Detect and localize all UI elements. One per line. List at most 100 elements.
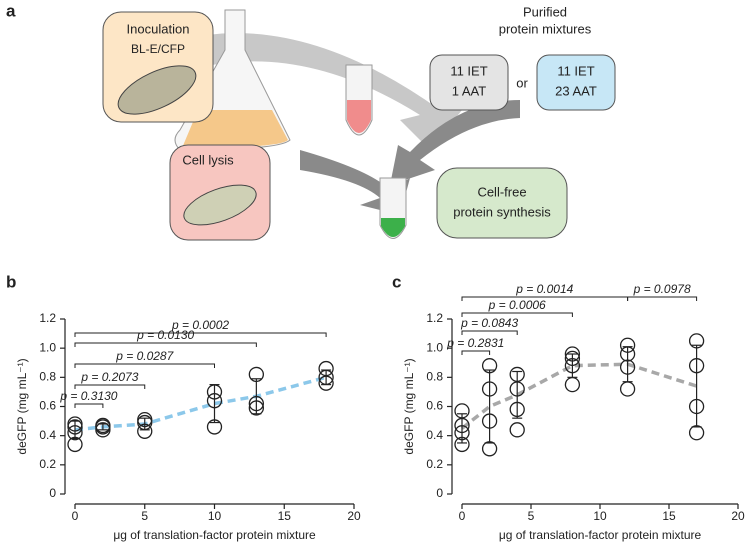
data-point: [206, 393, 223, 409]
x-tick-label: 20: [347, 509, 361, 523]
p-value: p = 0.0130: [136, 328, 194, 342]
purified-label: protein mixtures: [499, 21, 592, 36]
data-point: [248, 400, 265, 416]
y-tick-label: 0: [49, 486, 56, 500]
y-tick-label: 0.2: [39, 457, 56, 471]
diagram: a Inoculation BL-E/CFP Cell lysis Purifi…: [6, 1, 616, 241]
y-tick-label: 1.0: [39, 340, 56, 354]
x-axis-label: μg of translation-factor protein mixture: [113, 528, 316, 542]
x-tick-label: 20: [731, 509, 745, 523]
y-axis-label: deGFP (mg mL⁻¹): [402, 358, 416, 454]
x-axis-label: μg of translation-factor protein mixture: [499, 528, 702, 542]
tube-lysate: [347, 100, 371, 133]
bacterium: [117, 65, 197, 115]
significance-bracket: [74, 403, 104, 408]
mixture-box: [429, 54, 509, 111]
flow-arrow: [390, 100, 520, 185]
data-point: [318, 360, 334, 377]
data-point: [318, 369, 334, 385]
bacterium: [183, 184, 257, 226]
data-point: [509, 422, 525, 438]
panel-label: a: [6, 1, 16, 20]
y-tick-label: 0.4: [39, 428, 56, 442]
data-point: [688, 358, 705, 374]
p-value: p = 0.2073: [80, 370, 138, 384]
x-tick-label: 15: [278, 509, 292, 523]
x-tick-label: 0: [459, 509, 466, 523]
y-tick-label: 0.4: [426, 428, 443, 442]
data-point: [67, 425, 83, 441]
mixture-text: 11 IET: [557, 63, 594, 78]
mean-line: [460, 362, 698, 430]
data-point: [248, 395, 265, 412]
strain-label: BL-E/CFP: [131, 42, 185, 56]
data-point: [509, 401, 525, 418]
data-point: [206, 384, 223, 400]
significance-bracket: [461, 350, 491, 355]
or-text: or: [516, 75, 528, 90]
data-point: [688, 333, 705, 349]
data-point: [95, 417, 111, 434]
y-tick-label: 0.6: [39, 399, 56, 413]
x-tick-label: 5: [141, 509, 148, 523]
data-point: [688, 425, 705, 441]
data-point: [564, 376, 581, 393]
data-point: [454, 436, 470, 453]
p-value: p = 0.2831: [446, 336, 504, 350]
data-point: [619, 346, 636, 362]
significance-bracket: [74, 342, 257, 347]
purified-label: Purified: [523, 4, 567, 19]
data-point: [481, 381, 498, 397]
data-point: [481, 413, 498, 429]
data-point: [248, 366, 265, 383]
p-value: p = 0.0287: [115, 349, 174, 363]
cellfree-text: protein synthesis: [453, 204, 551, 219]
data-point: [564, 358, 581, 374]
y-tick-label: 0.6: [426, 399, 443, 413]
y-tick-label: 0.2: [426, 457, 443, 471]
data-point: [619, 359, 636, 375]
y-tick-label: 0.8: [426, 370, 443, 384]
flask-medium: [182, 110, 288, 148]
x-tick-label: 10: [208, 509, 222, 523]
cellfree-box: [436, 167, 568, 239]
significance-bracket: [461, 330, 518, 335]
p-value: p = 0.0843: [460, 316, 518, 330]
x-tick-label: 0: [72, 509, 79, 523]
data-point: [454, 403, 470, 419]
y-tick-label: 0: [436, 486, 443, 500]
data-point: [619, 337, 636, 353]
mixture-text: 11 IET: [450, 63, 487, 78]
data-point: [67, 416, 83, 432]
data-point: [67, 436, 83, 453]
y-tick-label: 1.2: [426, 311, 443, 325]
p-value: p = 0.3130: [59, 389, 117, 403]
p-value: p = 0.0002: [171, 318, 229, 332]
panel-label: c: [392, 272, 401, 291]
significance-bracket: [461, 312, 573, 317]
x-tick-label: 5: [528, 509, 535, 523]
data-point: [509, 366, 525, 383]
cellfree-text: Cell-free: [477, 184, 526, 199]
significance-bracket: [74, 384, 146, 389]
box-title: Inoculation: [127, 21, 190, 36]
significance-bracket: [627, 296, 698, 301]
x-tick-label: 10: [593, 509, 607, 523]
data-point: [688, 398, 705, 415]
data-point: [206, 419, 223, 435]
significance-bracket: [74, 363, 215, 368]
y-tick-label: 1.2: [39, 311, 56, 325]
y-tick-label: 0.8: [39, 370, 56, 384]
data-point: [619, 381, 636, 397]
y-axis-label: deGFP (mg mL⁻¹): [15, 358, 29, 454]
mixture-box: [536, 54, 616, 111]
data-point: [137, 423, 153, 439]
p-value: p = 0.0006: [488, 298, 546, 312]
significance-bracket: [74, 332, 327, 337]
data-point: [481, 358, 498, 374]
p-value: p = 0.0978: [633, 282, 691, 296]
p-value: p = 0.0014: [515, 282, 573, 296]
mixture-text: 23 AAT: [555, 83, 597, 98]
data-point: [481, 441, 498, 457]
